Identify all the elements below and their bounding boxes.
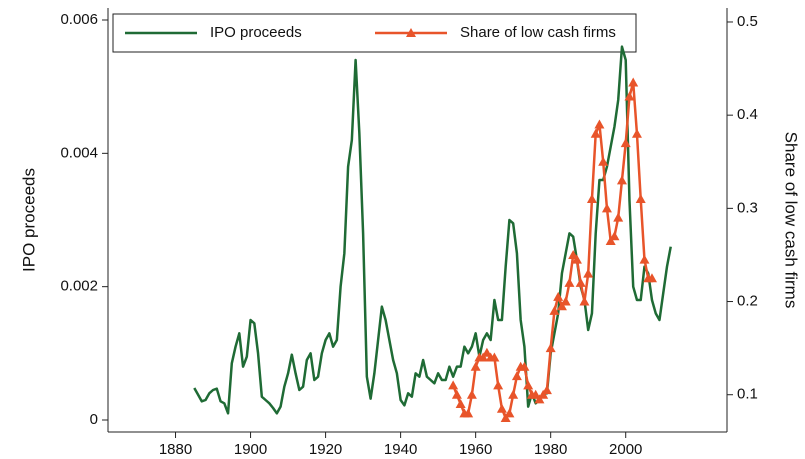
series-marker (620, 138, 631, 148)
series-marker (605, 235, 616, 245)
series-marker (613, 212, 624, 222)
series-marker (470, 361, 481, 371)
series-marker (538, 389, 549, 399)
y2-tick-label: 0.1 (737, 386, 758, 403)
series-marker (534, 394, 545, 404)
series-marker (451, 389, 462, 399)
series-marker (496, 403, 507, 413)
series-marker (571, 254, 582, 264)
series-line (193, 45, 672, 415)
series-marker (575, 277, 586, 287)
legend-label: IPO proceeds (210, 24, 302, 41)
series-marker (616, 175, 627, 185)
y2-tick-label: 0.5 (737, 13, 758, 30)
y-tick-label: 0.006 (60, 11, 98, 28)
series-marker (541, 385, 552, 395)
series-marker (508, 389, 519, 399)
x-tick-label: 1900 (234, 441, 267, 458)
y2-tick-label: 0.4 (737, 106, 758, 123)
y2-tick-label: 0.2 (737, 293, 758, 310)
series-marker (489, 352, 500, 362)
series-marker (553, 291, 564, 301)
series-marker (594, 119, 605, 129)
legend-box (112, 13, 637, 53)
series-marker (530, 389, 541, 399)
series-marker (481, 347, 492, 357)
series-marker (631, 128, 642, 138)
legend-marker (406, 28, 416, 37)
series-marker (560, 296, 571, 306)
series-marker (624, 91, 635, 101)
series-marker (519, 361, 530, 371)
series-marker (639, 254, 650, 264)
series-marker (579, 296, 590, 306)
x-tick-label: 1920 (309, 441, 342, 458)
series-marker (500, 413, 511, 423)
series-marker (493, 380, 504, 390)
series-marker (609, 231, 620, 241)
y-tick-label: 0 (90, 411, 98, 428)
series-marker (586, 194, 597, 204)
series-line (451, 81, 652, 420)
y2-tick-label: 0.3 (737, 199, 758, 216)
x-tick-label: 1980 (534, 441, 567, 458)
y2-axis-label: Share of low cash firms (782, 132, 801, 309)
x-tick-label: 1880 (159, 441, 192, 458)
series-marker (646, 273, 657, 283)
y-tick-label: 0.004 (60, 144, 98, 161)
series-marker (598, 156, 609, 166)
series-marker (455, 399, 466, 409)
series-marker (523, 380, 534, 390)
legend-label: Share of low cash firms (460, 24, 616, 41)
series-marker (478, 352, 489, 362)
series-marker (568, 249, 579, 259)
series-marker (466, 389, 477, 399)
series-marker (448, 380, 459, 390)
y-axis-label: IPO proceeds (19, 168, 38, 272)
x-tick-label: 2000 (609, 441, 642, 458)
series-marker (628, 77, 639, 87)
series-marker (635, 194, 646, 204)
series-marker (583, 268, 594, 278)
series-marker (556, 301, 567, 311)
series-marker (504, 408, 515, 418)
series-marker (549, 305, 560, 315)
y-tick-label: 0.002 (60, 278, 98, 295)
series-marker (545, 343, 556, 353)
series-marker (601, 203, 612, 213)
series-marker (463, 408, 474, 418)
x-tick-label: 1960 (459, 441, 492, 458)
series-marker (564, 277, 575, 287)
series-marker (590, 128, 601, 138)
series-marker (511, 371, 522, 381)
x-tick-label: 1940 (384, 441, 417, 458)
